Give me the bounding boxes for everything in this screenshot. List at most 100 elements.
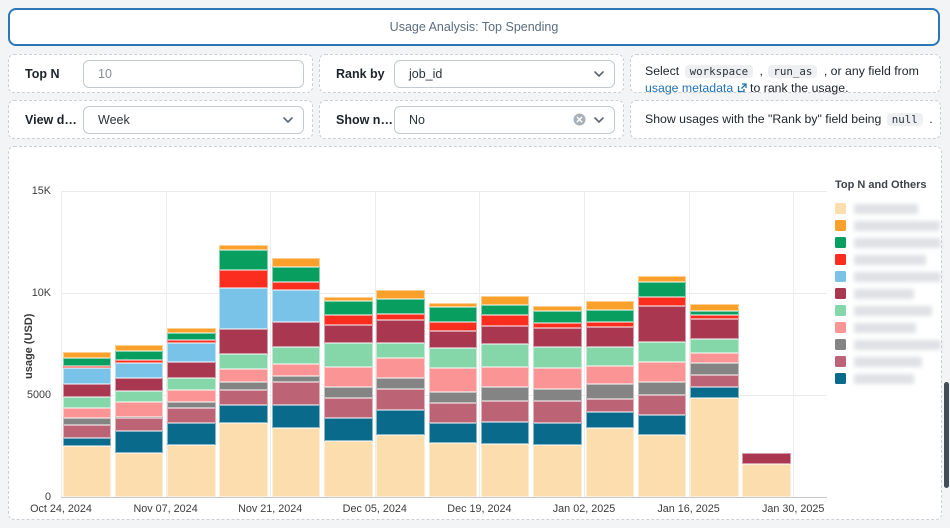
bar-segment[interactable] [690, 319, 739, 340]
legend-item[interactable] [835, 353, 941, 370]
bar-segment[interactable] [62, 367, 111, 385]
bar-segment[interactable] [690, 303, 739, 312]
bar-segment[interactable] [324, 342, 373, 367]
usage-metadata-link[interactable]: usage metadata [645, 81, 734, 95]
vertical-scrollbar-thumb[interactable] [944, 382, 949, 488]
bar-segment[interactable] [690, 339, 739, 354]
legend-item[interactable] [835, 370, 941, 387]
bar-segment[interactable] [62, 417, 111, 425]
bar-segment[interactable] [167, 444, 216, 497]
bar-segment[interactable] [428, 367, 478, 392]
bar-segment[interactable] [480, 304, 530, 315]
bar-segment[interactable] [114, 402, 164, 417]
bar-segment[interactable] [271, 363, 321, 376]
bar-segment[interactable] [376, 434, 425, 497]
bar-segment[interactable] [219, 328, 268, 354]
bar-segment[interactable] [428, 423, 478, 444]
bar-segment[interactable] [271, 267, 321, 282]
bar-segment[interactable] [271, 282, 321, 291]
bar-segment[interactable] [324, 398, 373, 419]
bar-segment[interactable] [637, 341, 687, 362]
bar-segment[interactable] [690, 353, 739, 364]
bar-segment[interactable] [637, 305, 687, 342]
stacked-bar-nov-07-2024[interactable] [167, 191, 216, 497]
bar-segment[interactable] [428, 330, 478, 348]
bar-segment[interactable] [62, 438, 111, 446]
bar-segment[interactable] [324, 440, 373, 497]
bar-segment[interactable] [271, 290, 321, 322]
legend-item[interactable] [835, 268, 941, 285]
stacked-bar-oct-31-2024[interactable] [114, 191, 164, 497]
legend-item[interactable] [835, 234, 941, 251]
dashboard-title-card[interactable]: Usage Analysis: Top Spending [8, 8, 940, 46]
bar-segment[interactable] [585, 321, 634, 327]
bar-segment[interactable] [219, 404, 268, 423]
bar-segment[interactable] [219, 368, 268, 382]
legend-item[interactable] [835, 285, 941, 302]
bar-segment[interactable] [533, 368, 582, 390]
bar-segment[interactable] [114, 344, 164, 351]
bar-segment[interactable] [219, 389, 268, 405]
bar-segment[interactable] [690, 386, 739, 399]
bar-segment[interactable] [62, 446, 111, 497]
legend-item[interactable] [835, 217, 941, 234]
bar-segment[interactable] [271, 258, 321, 268]
bar-segment[interactable] [219, 288, 268, 329]
bar-segment[interactable] [428, 306, 478, 322]
bar-segment[interactable] [167, 333, 216, 340]
bar-segment[interactable] [585, 383, 634, 399]
bar-segment[interactable] [219, 422, 268, 497]
bar-segment[interactable] [637, 381, 687, 396]
bar-segment[interactable] [533, 347, 582, 369]
bar-segment[interactable] [742, 453, 791, 465]
bar-segment[interactable] [324, 386, 373, 399]
bar-segment[interactable] [376, 342, 425, 358]
bar-segment[interactable] [376, 409, 425, 435]
bar-segment[interactable] [480, 343, 530, 368]
bar-segment[interactable] [533, 389, 582, 402]
stacked-bar-jan-09-2025[interactable] [637, 191, 687, 497]
bar-segment[interactable] [271, 428, 321, 497]
bar-segment[interactable] [533, 311, 582, 324]
bar-segment[interactable] [585, 365, 634, 384]
bar-segment[interactable] [62, 352, 111, 358]
bar-segment[interactable] [114, 378, 164, 391]
bar-segment[interactable] [585, 346, 634, 366]
external-link-icon[interactable] [737, 83, 747, 93]
bar-segment[interactable] [637, 415, 687, 436]
bar-segment[interactable] [585, 411, 634, 428]
bar-segment[interactable] [114, 418, 164, 432]
bar-segment[interactable] [480, 325, 530, 344]
legend-item[interactable] [835, 319, 941, 336]
bar-segment[interactable] [376, 320, 425, 343]
show-null-select[interactable]: No [394, 105, 615, 134]
bar-segment[interactable] [219, 353, 268, 369]
stacked-bar-jan-02-2025[interactable] [585, 191, 634, 497]
stacked-bar-oct-24-2024[interactable] [62, 191, 111, 497]
bar-segment[interactable] [271, 381, 321, 405]
top-n-input[interactable]: 10 [83, 59, 304, 88]
bar-segment[interactable] [324, 418, 373, 441]
bar-segment[interactable] [533, 445, 582, 497]
stacked-bar-dec-12-2024[interactable] [428, 191, 478, 497]
bar-segment[interactable] [271, 321, 321, 347]
bar-segment[interactable] [428, 302, 478, 307]
stacked-bar-jan-23-2025[interactable] [742, 191, 791, 497]
legend-item[interactable] [835, 251, 941, 268]
bar-segment[interactable] [690, 315, 739, 320]
bar-segment[interactable] [167, 422, 216, 445]
bar-segment[interactable] [114, 350, 164, 360]
bar-segment[interactable] [428, 321, 478, 331]
stacked-bar-dec-26-2024[interactable] [533, 191, 582, 497]
bar-segment[interactable] [533, 401, 582, 424]
bar-segment[interactable] [480, 444, 530, 497]
bar-segment[interactable] [585, 309, 634, 322]
bar-segment[interactable] [585, 326, 634, 347]
bar-segment[interactable] [376, 357, 425, 378]
bar-segment[interactable] [219, 270, 268, 289]
bar-segment[interactable] [167, 327, 216, 334]
rank-by-select[interactable]: job_id [394, 59, 615, 88]
legend-item[interactable] [835, 302, 941, 319]
bar-segment[interactable] [690, 311, 739, 316]
bar-segment[interactable] [376, 388, 425, 410]
